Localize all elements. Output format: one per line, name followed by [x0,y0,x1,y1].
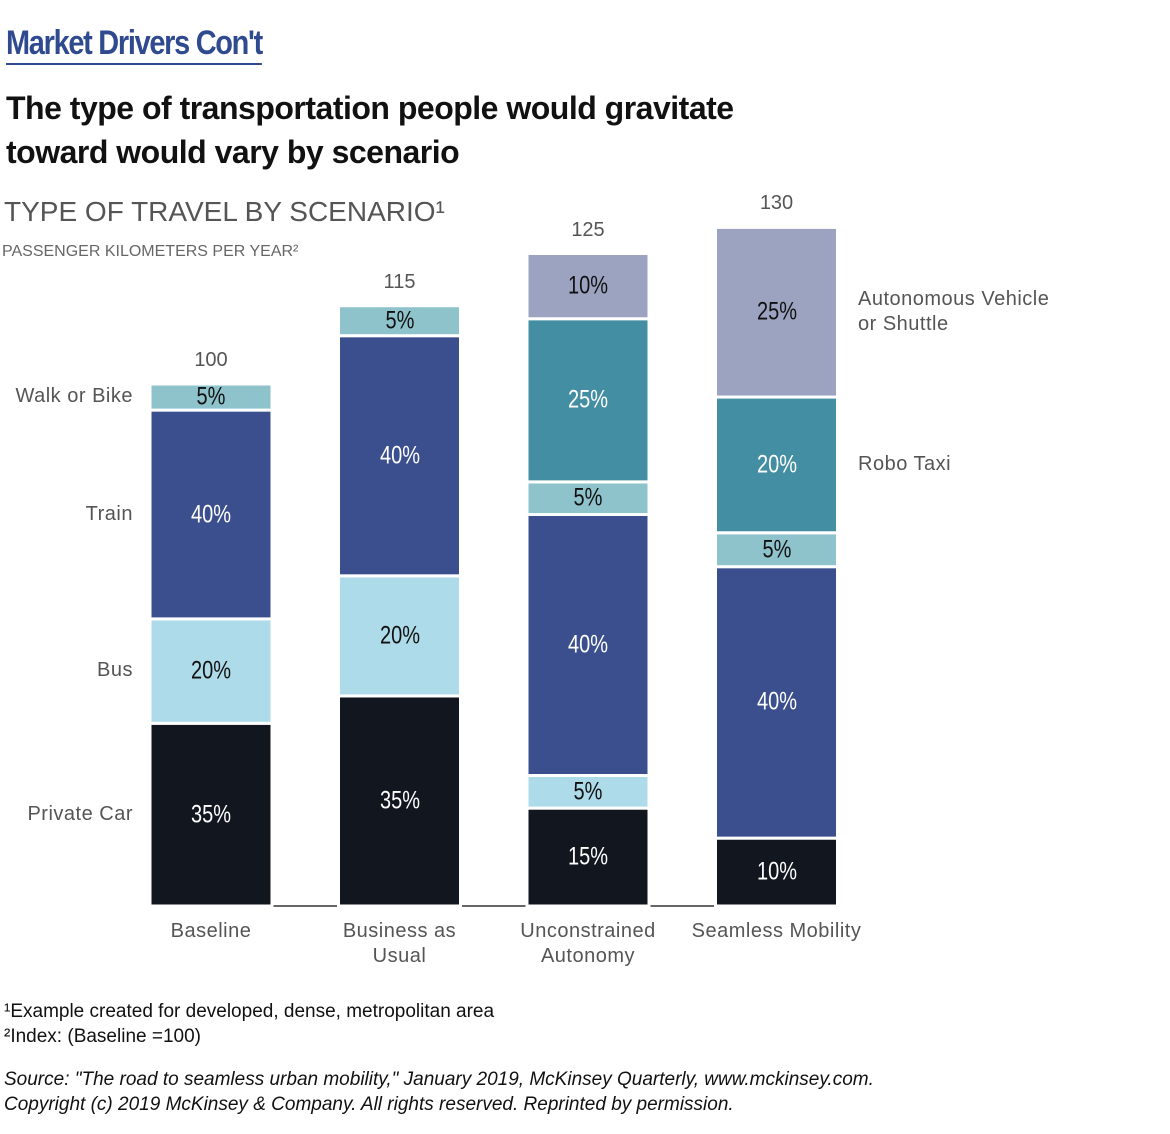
data-label: 10% [567,271,609,300]
bar-segment [148,617,274,725]
bar-segment [148,408,274,621]
title: The type of transportation people would … [6,90,734,170]
data-label: 35% [379,786,420,815]
header: Market Drivers Con't [6,24,263,65]
total-label: 130 [759,192,794,215]
legend-label: Train [85,502,133,525]
total-label: 115 [383,270,416,293]
data-label: 25% [756,297,797,326]
bar-segment [525,252,651,321]
bar-segment [525,480,651,516]
bar-segment [525,317,651,484]
total-label: 100 [194,349,228,371]
legend-label: Bus [97,659,133,682]
data-label: 5% [762,535,791,564]
x-tick-label: Business as Usual [342,920,457,967]
x-tick-label: Unconstrained Autonomy [520,920,656,967]
footnote: ¹Example created for developed, dense, m… [4,1001,495,1022]
bar-segment [714,395,839,535]
bar-segment [337,574,462,698]
chart-title: TYPE OF TRAVEL BY SCENARIO¹ [4,196,445,227]
bar-segment [525,774,651,810]
legend-label: Private Car [27,802,133,825]
data-label: 35% [190,800,232,829]
data-label: 5% [196,382,226,411]
data-label: 40% [379,441,420,470]
bar-segment [525,513,651,777]
footnote: ²Index: (Baseline =100) [4,1026,201,1047]
data-label: 25% [567,385,609,414]
data-label: 40% [567,630,609,659]
source: Copyright (c) 2019 McKinsey & Company. A… [4,1094,734,1115]
bar-segment [337,304,462,338]
data-label: 5% [573,777,603,806]
data-label: 10% [756,857,797,886]
bar-segment [714,836,839,908]
data-label: 20% [379,621,420,650]
bar-segment [148,382,274,412]
legend-label: Walk or Bike [15,385,133,408]
bar-segment [714,565,839,840]
chart-subtitle: PASSENGER KILOMETERS PER YEAR² [2,243,299,260]
bar-segment [148,721,274,908]
data-label: 40% [756,687,797,716]
data-label: 5% [573,483,603,512]
legend-label: Robo Taxi [858,453,952,476]
data-label: 20% [756,450,797,479]
x-tick-label: Baseline [170,920,252,942]
bar-segment [714,225,839,399]
source: Source: "The road to seamless urban mobi… [4,1069,874,1090]
legend-label: Autonomous Vehicle or Shuttle [858,288,1050,336]
data-label: 20% [190,656,232,685]
data-label: 40% [190,500,232,528]
data-label: 15% [567,842,609,871]
data-label: 5% [385,306,414,335]
bar-segment [337,694,462,908]
bar-segment [337,334,462,578]
x-tick-label: Seamless Mobility [691,920,862,942]
total-label: 125 [571,218,605,241]
